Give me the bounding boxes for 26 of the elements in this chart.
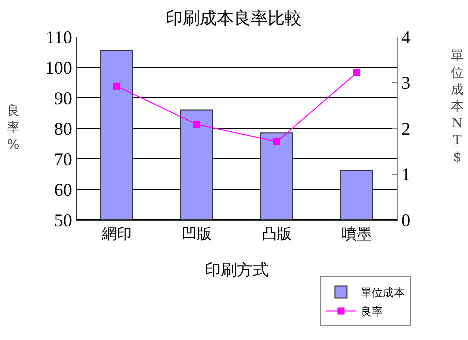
- y2-tick-label: 1: [402, 164, 411, 185]
- y-tick-label: 70: [54, 149, 72, 170]
- legend-label: 良率: [361, 306, 384, 319]
- y-tick-label: 50: [54, 210, 72, 230]
- y2-tick-label: 4: [402, 27, 411, 48]
- x-tick-label: 凹版: [182, 225, 212, 243]
- x-axis-title: 印刷方式: [205, 260, 269, 280]
- x-tick-label: 網印: [101, 225, 132, 243]
- y2-axis-title: 單位成本NT$: [451, 49, 464, 166]
- y-axis-title: 良率%: [7, 104, 20, 153]
- y-tick-label: 90: [54, 88, 72, 108]
- chart-title: 印刷成本良率比較: [166, 8, 302, 29]
- x-tick-label: 噴墨: [342, 225, 372, 243]
- y2-tick-label: 3: [402, 73, 411, 94]
- x-tick-label: 凸版: [262, 225, 292, 243]
- y-tick-label: 110: [46, 27, 72, 48]
- y-tick-label: 100: [45, 58, 72, 78]
- y-tick-label: 60: [54, 180, 72, 200]
- point: [114, 82, 120, 90]
- point: [274, 138, 280, 146]
- y-tick-label: 80: [54, 118, 72, 139]
- point: [354, 69, 360, 76]
- legend-label: 單位成本: [361, 286, 406, 300]
- y2-tick-label: 0: [402, 210, 411, 230]
- point: [194, 121, 200, 128]
- y2-tick-label: 2: [402, 118, 411, 139]
